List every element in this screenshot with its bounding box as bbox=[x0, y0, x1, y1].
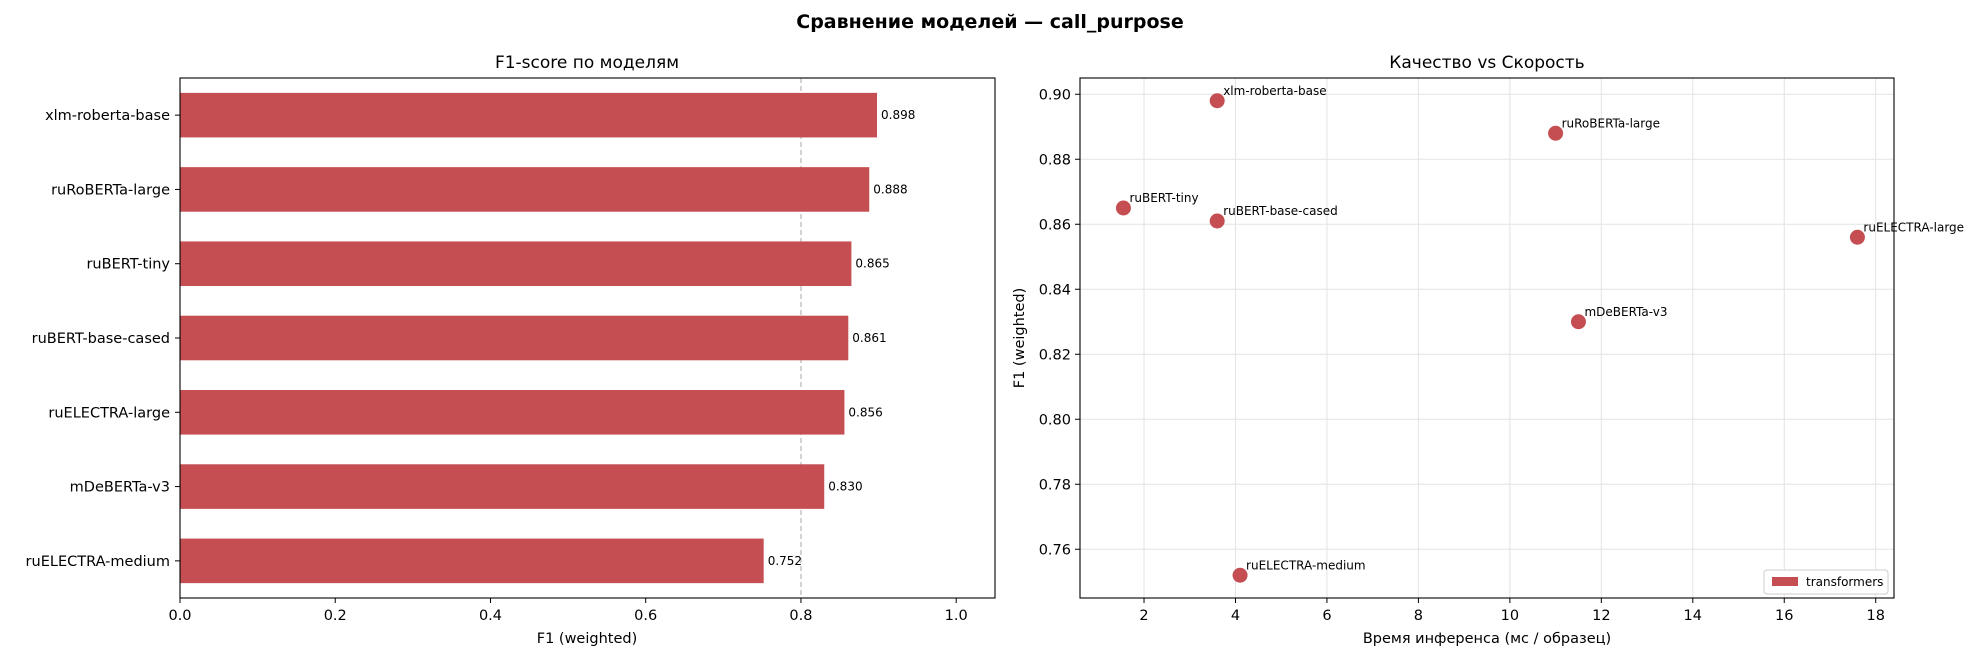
point-label: ruBERT-tiny bbox=[1129, 191, 1198, 205]
category-label: ruELECTRA-large bbox=[48, 405, 170, 421]
point-label: ruELECTRA-medium bbox=[1246, 558, 1366, 572]
bar bbox=[180, 167, 870, 212]
y-tick-label: 0.82 bbox=[1039, 347, 1071, 363]
bar bbox=[180, 464, 825, 509]
y-tick-label: 0.78 bbox=[1039, 477, 1071, 493]
y-tick-label: 0.90 bbox=[1039, 87, 1071, 103]
category-label: ruBERT-base-cased bbox=[32, 331, 170, 347]
y-tick-label: 0.80 bbox=[1039, 412, 1071, 428]
scatter-legend: transformers bbox=[1763, 569, 1889, 595]
bar-value-label: 0.752 bbox=[768, 554, 802, 568]
x-tick-label: 0.0 bbox=[168, 608, 191, 624]
bar-value-label: 0.861 bbox=[852, 331, 886, 345]
scatter-point bbox=[1849, 229, 1865, 245]
scatter-chart-panel: Качество vs Скорость 2 4 6 8 10 12 14 16 18 0.76 0… bbox=[1012, 53, 1964, 647]
scatter-chart-frame bbox=[1079, 77, 1895, 599]
bar bbox=[180, 92, 878, 138]
y-tick-label: 0.76 bbox=[1039, 542, 1071, 558]
bar-chart-title: F1-score по моделям bbox=[495, 53, 679, 73]
x-tick-label: 6 bbox=[1322, 608, 1331, 624]
scatter-point bbox=[1232, 567, 1248, 583]
category-label: xlm-roberta-base bbox=[45, 108, 170, 124]
bar-value-label: 0.865 bbox=[855, 257, 889, 271]
legend-entry: transformers bbox=[1806, 575, 1883, 589]
scatter-point bbox=[1115, 200, 1131, 216]
x-tick-label: 12 bbox=[1592, 608, 1610, 624]
y-tick-label: 0.88 bbox=[1039, 152, 1071, 168]
bar bbox=[180, 315, 849, 361]
legend-box bbox=[1763, 569, 1889, 595]
scatter-chart-xlabel: Время инференса (мс / образец) bbox=[1363, 631, 1611, 647]
bar bbox=[180, 241, 852, 286]
bar-chart-xlabel: F1 (weighted) bbox=[537, 631, 638, 647]
scatter-point bbox=[1548, 125, 1564, 141]
x-tick-label: 14 bbox=[1684, 608, 1702, 624]
x-tick-label: 0.8 bbox=[789, 608, 812, 624]
scatter-chart-title: Качество vs Скорость bbox=[1389, 53, 1584, 73]
category-label: ruBERT-tiny bbox=[86, 257, 170, 273]
bar-chart-panel: F1-score по моделям 0.898 xlm-roberta-bas… bbox=[26, 53, 996, 647]
point-label: mDeBERTa-v3 bbox=[1584, 305, 1667, 319]
x-tick-label: 0.2 bbox=[324, 608, 347, 624]
scatter-chart-ylabel: F1 (weighted) bbox=[1012, 288, 1028, 389]
x-tick-label: 10 bbox=[1501, 608, 1519, 624]
bar-value-label: 0.856 bbox=[848, 405, 882, 419]
legend-swatch bbox=[1772, 577, 1798, 586]
x-tick-label: 2 bbox=[1139, 608, 1148, 624]
scatter-point bbox=[1570, 314, 1586, 330]
x-tick-label: 0.6 bbox=[634, 608, 657, 624]
bar-value-label: 0.898 bbox=[881, 108, 915, 122]
x-tick-label: 1.0 bbox=[945, 608, 968, 624]
bar-value-label: 0.888 bbox=[873, 182, 907, 196]
category-label: mDeBERTa-v3 bbox=[70, 480, 170, 496]
point-label: ruBERT-base-cased bbox=[1223, 204, 1338, 218]
scatter-point bbox=[1209, 93, 1225, 109]
scatter-point bbox=[1209, 213, 1225, 229]
bar bbox=[180, 538, 764, 584]
y-tick-label: 0.86 bbox=[1039, 217, 1071, 233]
figure-title: Сравнение моделей — call_purpose bbox=[796, 11, 1183, 33]
bar-chart-frame bbox=[179, 77, 996, 599]
bar bbox=[180, 390, 845, 435]
bar-value-label: 0.830 bbox=[828, 480, 862, 494]
x-tick-label: 16 bbox=[1775, 608, 1793, 624]
x-tick-label: 0.4 bbox=[479, 608, 502, 624]
y-tick-label: 0.84 bbox=[1039, 282, 1071, 298]
category-label: ruELECTRA-medium bbox=[26, 554, 170, 570]
x-tick-label: 18 bbox=[1866, 608, 1884, 624]
x-tick-label: 4 bbox=[1231, 608, 1240, 624]
category-label: ruRoBERTa-large bbox=[51, 182, 170, 198]
x-tick-label: 8 bbox=[1414, 608, 1423, 624]
point-label: ruELECTRA-large bbox=[1863, 220, 1964, 234]
point-label: xlm-roberta-base bbox=[1223, 84, 1326, 98]
point-label: ruRoBERTa-large bbox=[1562, 116, 1660, 130]
